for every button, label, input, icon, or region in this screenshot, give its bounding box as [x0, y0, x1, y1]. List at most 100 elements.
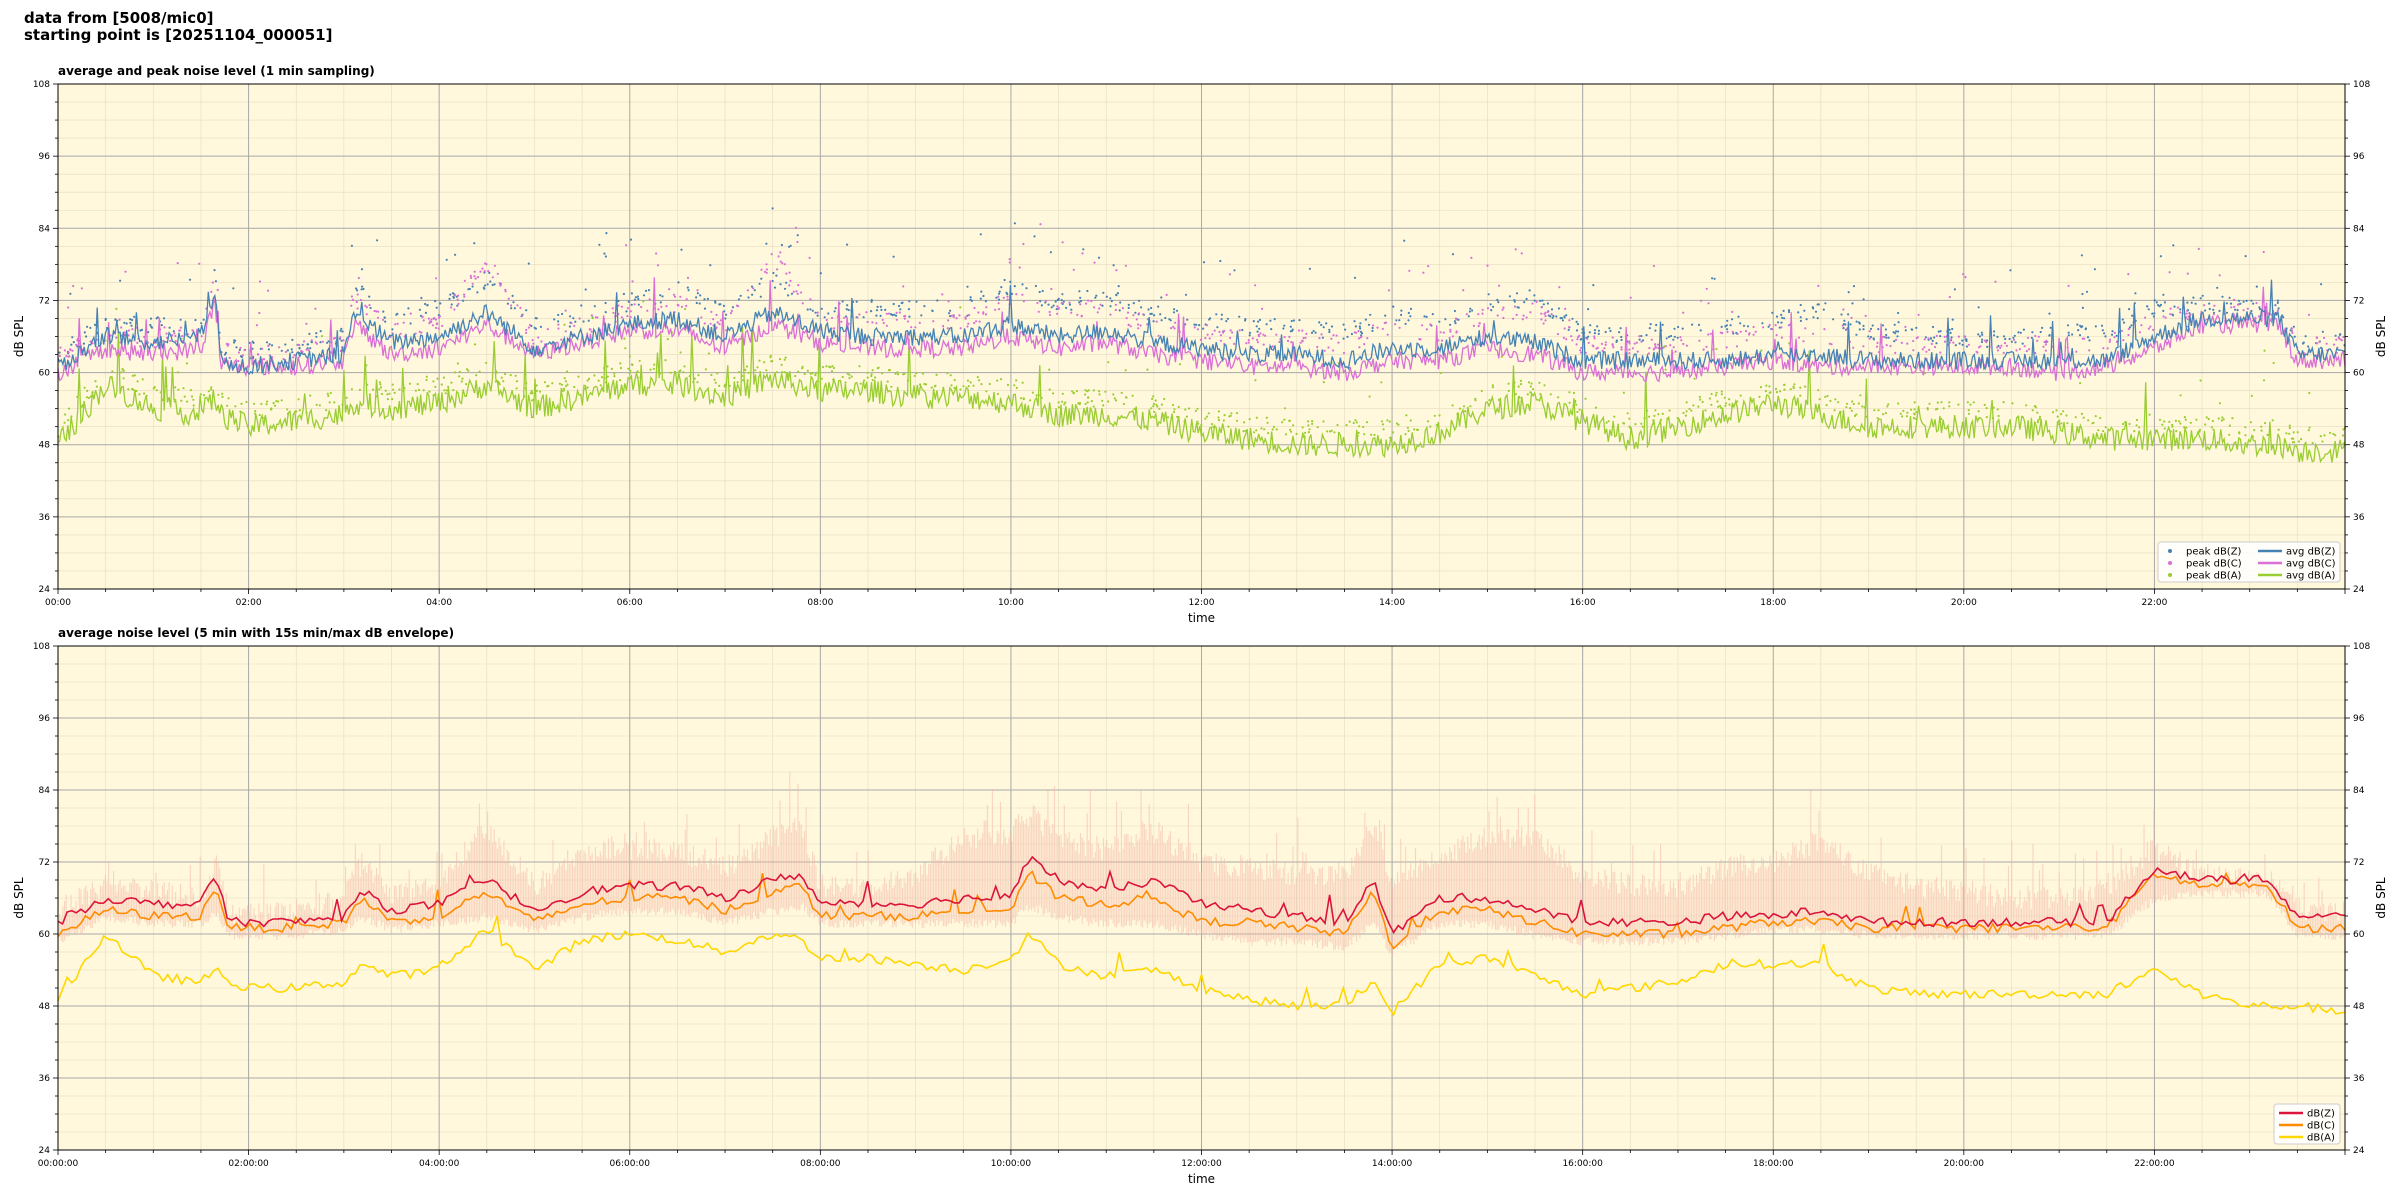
peak-point — [1449, 323, 1452, 326]
peak-point — [947, 300, 950, 303]
peak-point — [553, 318, 556, 321]
peak-point — [584, 288, 587, 291]
peak-point — [1576, 323, 1580, 326]
peak-point — [933, 385, 937, 388]
peak-point — [2236, 303, 2240, 306]
peak-point — [1322, 420, 1325, 423]
peak-point — [2192, 296, 2195, 299]
x-axis-ticks: 00:00:00 02:00:00 04:00:00 06:00:00 08:00:00… — [38, 1150, 2346, 1169]
peak-point — [1322, 326, 1325, 329]
peak-point — [407, 307, 410, 310]
peak-point — [2197, 247, 2200, 250]
peak-point — [666, 338, 669, 341]
peak-point — [1780, 321, 1783, 324]
peak-point — [125, 322, 128, 325]
peak-point — [1797, 336, 1801, 339]
peak-point — [997, 302, 1000, 305]
peak-point — [1072, 392, 1076, 395]
peak-point — [1881, 324, 1884, 327]
y-tick-label-left: 84 — [39, 786, 51, 796]
peak-point — [2175, 430, 2178, 433]
peak-point — [1256, 341, 1259, 344]
peak-point — [604, 311, 607, 314]
peak-point — [2162, 293, 2165, 296]
peak-point — [562, 387, 566, 390]
peak-point — [565, 370, 569, 373]
peak-point — [2152, 315, 2155, 318]
peak-point — [1927, 337, 1930, 340]
peak-point — [1496, 298, 1499, 301]
peak-point — [2246, 307, 2249, 310]
peak-point — [2162, 309, 2165, 312]
peak-point — [1429, 323, 1432, 326]
peak-point — [893, 313, 896, 316]
peak-point — [1029, 399, 1032, 402]
peak-point — [297, 398, 300, 401]
peak-point — [2034, 406, 2037, 409]
y-tick-label-left: 108 — [33, 80, 50, 90]
peak-point — [1337, 341, 1340, 344]
x-tick-label: 02:00 — [236, 598, 262, 608]
peak-point — [1336, 423, 1339, 427]
peak-point — [1440, 339, 1444, 342]
peak-point — [1346, 335, 1349, 338]
peak-point — [1967, 409, 1970, 412]
peak-point — [1787, 310, 1791, 314]
peak-point — [1726, 319, 1729, 322]
peak-point — [2168, 420, 2171, 423]
peak-point — [160, 324, 163, 327]
peak-point — [1112, 264, 1115, 267]
peak-point — [2186, 318, 2189, 321]
y-tick-label-right: 24 — [2353, 1146, 2365, 1156]
peak-point — [1425, 315, 1428, 318]
peak-point — [1381, 423, 1384, 426]
peak-point — [1760, 349, 1763, 352]
peak-point — [1184, 293, 1188, 296]
peak-point — [339, 329, 342, 332]
peak-point — [2076, 323, 2079, 326]
peak-point — [1904, 325, 1907, 328]
peak-point — [1230, 412, 1233, 415]
peak-point — [819, 272, 822, 275]
peak-point — [1151, 397, 1154, 400]
peak-point — [1368, 395, 1371, 398]
peak-point — [1034, 284, 1037, 288]
peak-point — [1804, 327, 1807, 330]
peak-point — [1092, 389, 1095, 392]
peak-point — [409, 312, 412, 315]
peak-point — [1442, 331, 1445, 334]
peak-point — [2211, 419, 2214, 423]
peak-point — [533, 326, 536, 329]
peak-point — [1656, 343, 1660, 346]
peak-point — [719, 303, 722, 306]
peak-point — [2288, 426, 2291, 430]
peak-point — [862, 316, 865, 319]
peak-point — [252, 355, 255, 358]
peak-point — [1406, 426, 1409, 429]
peak-point — [950, 384, 953, 387]
peak-point — [1633, 342, 1636, 345]
peak-point — [1691, 323, 1694, 326]
peak-point — [2127, 327, 2130, 331]
peak-point — [846, 304, 849, 307]
peak-point — [417, 388, 421, 391]
peak-point — [1742, 324, 1746, 327]
peak-point — [314, 341, 317, 344]
peak-point — [848, 373, 851, 376]
peak-point — [2121, 318, 2124, 321]
y-tick-label-left: 108 — [33, 642, 50, 652]
peak-point — [623, 337, 626, 340]
peak-point — [434, 300, 437, 303]
peak-point — [127, 334, 130, 337]
peak-point — [1126, 311, 1130, 314]
peak-point — [1894, 332, 1897, 335]
peak-point — [2019, 331, 2022, 334]
peak-point — [368, 295, 371, 298]
peak-point — [1933, 336, 1936, 339]
peak-point — [1370, 433, 1373, 436]
peak-point — [375, 310, 378, 313]
peak-point — [676, 303, 679, 307]
peak-point — [1575, 320, 1578, 323]
peak-point — [382, 318, 385, 321]
peak-point — [738, 371, 741, 374]
